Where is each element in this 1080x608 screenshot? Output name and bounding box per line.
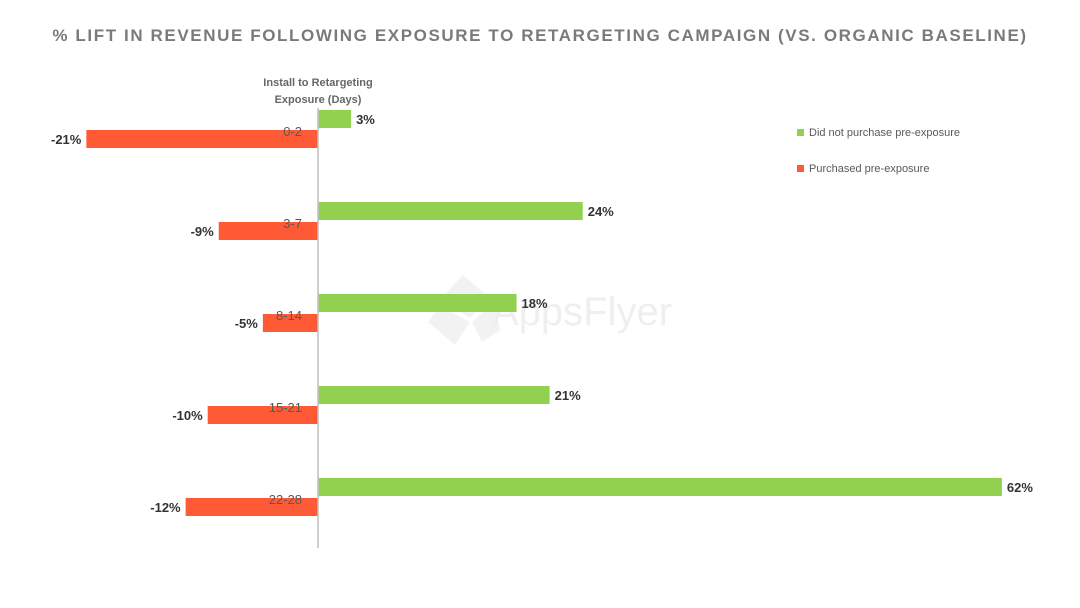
- legend-swatch: [797, 129, 804, 136]
- data-label-did-not-purchase: 18%: [522, 296, 548, 311]
- y-axis-title-line-1: Install to Retargeting: [263, 77, 373, 89]
- bar-did-not-purchase: [318, 386, 550, 404]
- legend-label: Did not purchase pre-exposure: [809, 127, 960, 139]
- chart-title: % LIFT IN REVENUE FOLLOWING EXPOSURE TO …: [52, 26, 1028, 45]
- bar-purchased: [218, 222, 318, 240]
- bar-purchased: [185, 498, 318, 516]
- data-label-purchased: -12%: [150, 500, 181, 515]
- bar-did-not-purchase: [318, 202, 583, 220]
- category-label: 3-7: [283, 216, 302, 231]
- category-label: 22-28: [269, 492, 302, 507]
- data-label-did-not-purchase: 62%: [1007, 480, 1033, 495]
- bar-did-not-purchase: [318, 478, 1002, 496]
- data-label-purchased: -5%: [235, 316, 259, 331]
- bar-purchased: [207, 406, 318, 424]
- legend-swatch: [797, 165, 804, 172]
- watermark-logo-shape: [428, 306, 470, 345]
- data-label-purchased: -9%: [191, 224, 215, 239]
- bar-purchased: [262, 314, 318, 332]
- y-axis-title-line-2: Exposure (Days): [274, 94, 362, 106]
- watermark-text: AppsFlyer: [492, 290, 672, 334]
- category-label: 8-14: [276, 308, 302, 323]
- category-label: 15-21: [269, 400, 302, 415]
- category-label: 0-2: [283, 124, 302, 139]
- data-label-purchased: -21%: [51, 132, 82, 147]
- bar-purchased: [86, 130, 319, 148]
- data-label-purchased: -10%: [172, 408, 203, 423]
- legend-label: Purchased pre-exposure: [809, 163, 929, 175]
- bar-did-not-purchase: [318, 110, 352, 128]
- data-label-did-not-purchase: 3%: [356, 112, 375, 127]
- data-label-did-not-purchase: 24%: [588, 204, 614, 219]
- y-axis-title: Install to Retargeting Exposure (Days): [248, 75, 388, 109]
- data-label-did-not-purchase: 21%: [555, 388, 581, 403]
- bar-did-not-purchase: [318, 294, 517, 312]
